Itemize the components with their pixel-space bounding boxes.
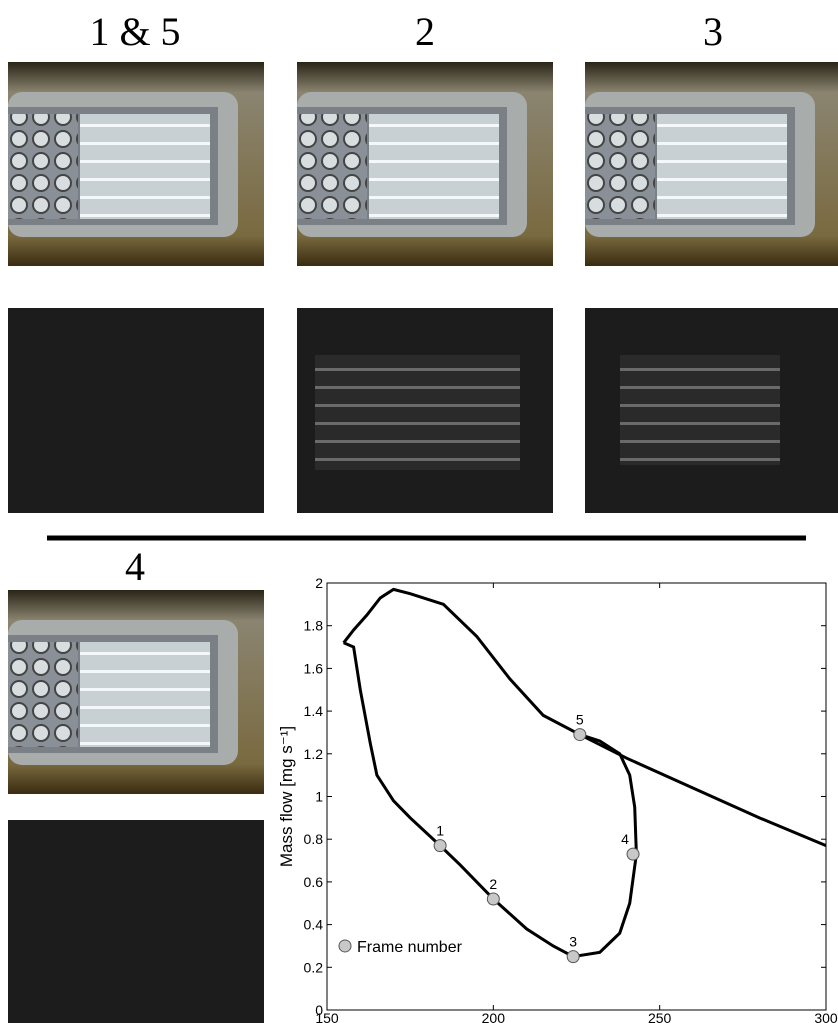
panel-label: 3: [703, 9, 723, 54]
photo: [297, 62, 553, 266]
x-tick-label: 250: [648, 1010, 672, 1023]
y-tick-label: 0.6: [304, 874, 324, 890]
y-tick-label: 0.2: [304, 959, 324, 975]
y-tick-label: 0.4: [304, 917, 324, 933]
y-tick-label: 1.6: [304, 660, 324, 676]
y-axis-label: Mass flow [mg s⁻¹]: [277, 726, 296, 867]
panel-label: 1 & 5: [89, 9, 180, 54]
point-label: 3: [569, 934, 577, 950]
point-label: 5: [576, 712, 584, 728]
panel-label: 2: [415, 9, 435, 54]
y-tick-label: 1: [315, 789, 323, 805]
frame-point: [487, 893, 499, 905]
x-tick-label: 150: [315, 1010, 339, 1023]
diff-pattern: [315, 355, 520, 470]
legend-label: Frame number: [357, 939, 463, 956]
y-tick-label: 1.8: [304, 618, 324, 634]
y-tick-label: 1.4: [304, 703, 324, 719]
photo: [585, 62, 838, 266]
diff-image: [8, 820, 264, 1023]
point-label: 4: [621, 831, 629, 847]
point-label: 2: [489, 876, 497, 892]
panel-label: 4: [125, 544, 145, 589]
chart: 00.20.40.60.811.21.41.61.82150200250300T…: [277, 575, 838, 1023]
x-tick-label: 200: [482, 1010, 506, 1023]
x-tick-label: 300: [814, 1010, 838, 1023]
frame-point: [434, 840, 446, 852]
diff-image: [8, 308, 264, 513]
frame-point: [627, 848, 639, 860]
figure: 1 & 5 2 3 4 00.20.40.60.811.21.41.61.821…: [0, 0, 838, 1023]
photo: [8, 62, 264, 266]
photo: [8, 590, 264, 794]
y-tick-label: 2: [315, 575, 323, 591]
point-label: 1: [436, 823, 444, 839]
frame-point: [574, 729, 586, 741]
legend-marker: [339, 940, 351, 952]
y-tick-label: 1.2: [304, 746, 324, 762]
y-tick-label: 0.8: [304, 831, 324, 847]
diff-pattern: [620, 355, 780, 465]
frame-point: [567, 951, 579, 963]
